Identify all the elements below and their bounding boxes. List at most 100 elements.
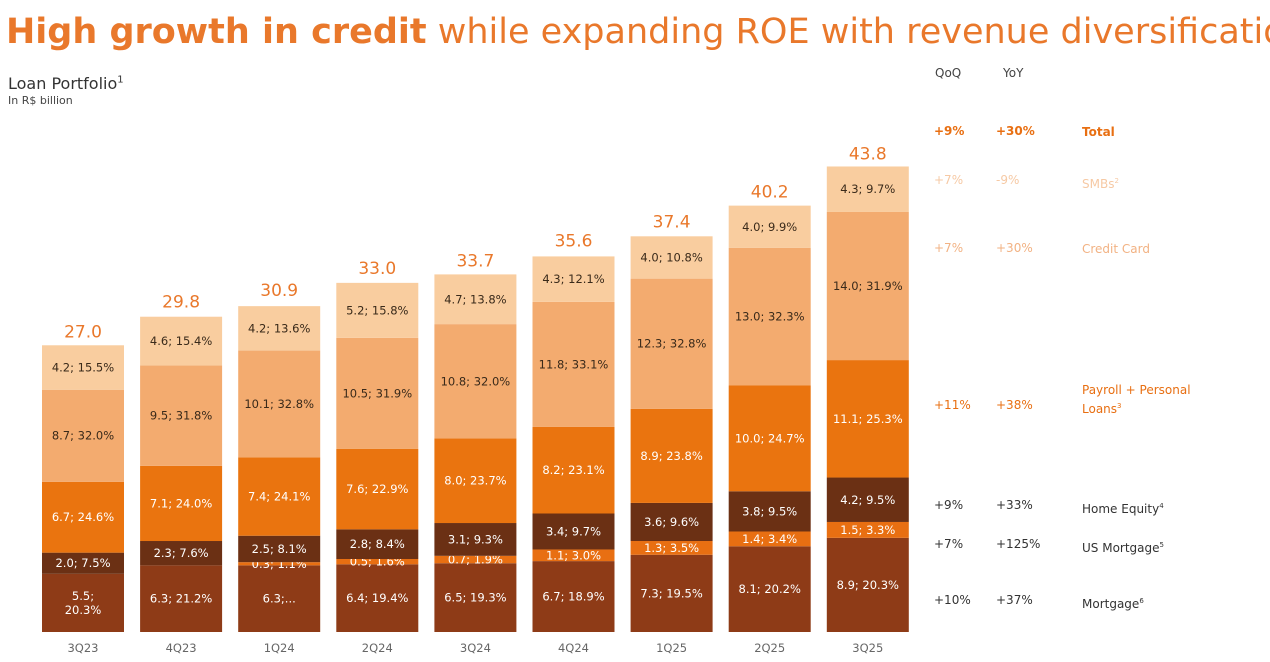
segment-label: 3.4; 9.7%	[546, 524, 601, 538]
bar-segment-credit-card-3q23	[42, 389, 124, 482]
bar-segment-credit-card-2q24	[336, 337, 419, 449]
segment-name: Payroll + Personal Loans3	[1082, 383, 1191, 416]
segment-label: 7.1; 24.0%	[150, 496, 212, 510]
bar-segment-payroll-personal-loans-2q24	[336, 448, 419, 530]
segment-name: Mortgage6	[1082, 597, 1144, 611]
segment-label: 2.0; 7.5%	[55, 556, 110, 570]
qoq-value: +10%	[934, 593, 971, 607]
category-label-1q24: 1Q24	[264, 641, 295, 655]
yoy-value: +30%	[996, 241, 1033, 255]
bar-segment-mortgage-1q25	[630, 554, 713, 632]
qoq-header: QoQ	[935, 66, 962, 80]
yoy-header: YoY	[1003, 66, 1024, 80]
qoq-value: +7%	[934, 537, 964, 551]
segment-label: 11.1; 25.3%	[833, 412, 903, 426]
segment-label: 7.3; 19.5%	[640, 586, 702, 600]
bar-segment-smbs-1q25	[630, 236, 713, 279]
segment-label: 9.5; 31.8%	[150, 409, 212, 423]
category-label-2q25: 2Q25	[754, 641, 785, 655]
footnote-marker: 6	[1139, 597, 1144, 605]
bar-segment-credit-card-4q23	[140, 365, 223, 466]
bar-segment-mortgage-2q24	[336, 564, 419, 632]
segment-label: 4.0; 9.9%	[742, 220, 797, 234]
qoq-value: +11%	[934, 398, 971, 412]
segment-label: 12.3; 32.8%	[637, 337, 707, 351]
bar-segment-home-equity-3q23	[42, 552, 124, 574]
segment-label: 14.0; 31.9%	[833, 279, 903, 293]
bar-segment-payroll-personal-loans-2q25	[728, 385, 811, 492]
stacked-bar-chart: 5.5; 20.3% 2.0; 7.5% 6.7; 24.6% 8.7; 32.0% 4.…	[42, 145, 909, 655]
bar-segment-us-mortgage-2q25	[728, 531, 811, 547]
bar-segment-smbs-4q24	[532, 256, 615, 302]
total-label-2q24: 33.0	[358, 259, 396, 279]
segment-label: 6.4; 19.4%	[346, 591, 408, 605]
total-label-4q23: 29.8	[162, 293, 200, 313]
bar-segment-smbs-3q25	[826, 166, 909, 212]
segment-name: Home Equity4	[1082, 502, 1164, 516]
bar-segment-credit-card-4q24	[532, 301, 615, 427]
yoy-value: +125%	[996, 537, 1041, 551]
qoq-value: +9%	[934, 498, 964, 512]
yoy-value: +38%	[996, 398, 1033, 412]
segment-label: 6.7; 18.9%	[542, 590, 604, 604]
qoq-value: +7%	[934, 173, 964, 187]
total-label-2q25: 40.2	[751, 183, 789, 203]
segment-label: 1.4; 3.4%	[742, 532, 797, 546]
bar-segment-us-mortgage-1q25	[630, 541, 713, 555]
segment-label: 4.2; 13.6%	[248, 321, 310, 335]
total-label-4q24: 35.6	[555, 231, 593, 251]
bar-segment-mortgage-4q23	[140, 565, 223, 632]
bar-segment-mortgage-2q25	[728, 546, 811, 632]
bar-segment-us-mortgage-4q24	[532, 549, 615, 562]
segment-label: 4.2; 15.5%	[52, 361, 114, 375]
bar-segment-us-mortgage-3q24	[434, 555, 517, 564]
title-bold: High growth in credit	[6, 12, 427, 52]
footnote-marker: 4	[1159, 502, 1164, 510]
bar-segment-credit-card-3q24	[434, 324, 517, 439]
bar-segment-home-equity-2q25	[728, 491, 811, 532]
segment-label: 7.4; 24.1%	[248, 490, 310, 504]
segment-label: 6.5; 19.3%	[444, 591, 506, 605]
bar-segment-payroll-personal-loans-4q23	[140, 465, 223, 542]
bar-segment-payroll-personal-loans-1q25	[630, 408, 713, 503]
category-label-2q24: 2Q24	[362, 641, 393, 655]
bar-segment-smbs-2q24	[336, 282, 419, 338]
segment-label: 8.7; 32.0%	[52, 429, 114, 443]
yoy-value: +37%	[996, 593, 1033, 607]
category-label-3q23: 3Q23	[67, 641, 98, 655]
bar-segment-payroll-personal-loans-4q24	[532, 426, 615, 514]
segment-label: 8.9; 20.3%	[837, 578, 899, 592]
segment-label: 2.5; 8.1%	[252, 542, 307, 556]
total-label-3q24: 33.7	[456, 251, 494, 271]
segment-label: 10.5; 31.9%	[342, 386, 412, 400]
subtitle-text: Loan Portfolio	[8, 74, 118, 93]
segment-name: Credit Card	[1082, 242, 1150, 256]
page-title: High growth in credit while expanding RO…	[6, 6, 1270, 58]
bar-segment-us-mortgage-3q25	[826, 521, 909, 538]
bar-segment-credit-card-2q25	[728, 247, 811, 386]
segment-label: 0.7; 1.9%	[448, 553, 503, 567]
segment-label: 1.1; 3.0%	[546, 548, 601, 562]
total-label-3q23: 27.0	[64, 322, 102, 342]
segment-label: 3.6; 9.6%	[644, 515, 699, 529]
bar-segment-smbs-3q23	[42, 345, 124, 390]
segment-label: 6.7; 24.6%	[52, 510, 114, 524]
bar-segment-us-mortgage-2q24	[336, 558, 419, 565]
bar-segment-home-equity-1q25	[630, 502, 713, 542]
qoq-value: +9%	[934, 124, 965, 138]
segment-label: 6.3;...	[263, 592, 296, 606]
segment-label: 8.0; 23.7%	[444, 474, 506, 488]
bar-segment-payroll-personal-loans-3q25	[826, 360, 909, 478]
segment-label: 5.5; 20.3%	[65, 589, 102, 617]
qoq-value: +7%	[934, 241, 964, 255]
unit-label: In R$ billion	[8, 94, 73, 107]
segment-label: 4.0; 10.8%	[640, 250, 702, 264]
title-rest: while expanding ROE with revenue diversi…	[437, 12, 1270, 52]
bar-segment-home-equity-4q24	[532, 513, 615, 550]
segment-label: 10.0; 24.7%	[735, 431, 805, 445]
total-label-1q24: 30.9	[260, 281, 298, 301]
bar-segment-mortgage-3q23	[42, 573, 124, 632]
segment-label: 3.1; 9.3%	[448, 532, 503, 546]
segment-label: 4.6; 15.4%	[150, 334, 212, 348]
segment-label: 11.8; 33.1%	[539, 357, 609, 371]
